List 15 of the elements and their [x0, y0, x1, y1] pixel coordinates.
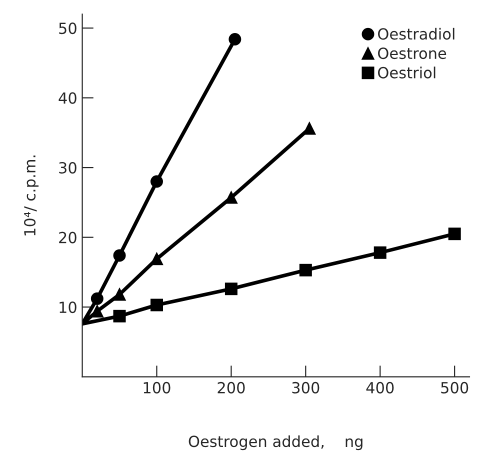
legend-label: Oestriol: [378, 66, 436, 78]
x-tick-label: 200: [218, 382, 245, 394]
y-axis-title: 10⁴/ c.p.m.: [24, 156, 39, 236]
y-tick-label: 50: [59, 22, 76, 34]
legend-label: Oestrone: [378, 48, 446, 60]
x-axis-title: Oestrogen added, ng: [188, 435, 362, 450]
y-tick-label: 20: [59, 232, 76, 244]
x-tick-label: 300: [292, 382, 320, 394]
y-tick-label: 30: [59, 162, 76, 174]
y-tick-label: 10: [60, 302, 76, 314]
x-tick-label: 500: [441, 382, 468, 394]
x-tick-label: 400: [366, 382, 394, 394]
legend-label: Oestradiol: [378, 28, 454, 40]
y-tick-label: 40: [58, 92, 76, 104]
x-tick-label: 100: [144, 382, 170, 394]
